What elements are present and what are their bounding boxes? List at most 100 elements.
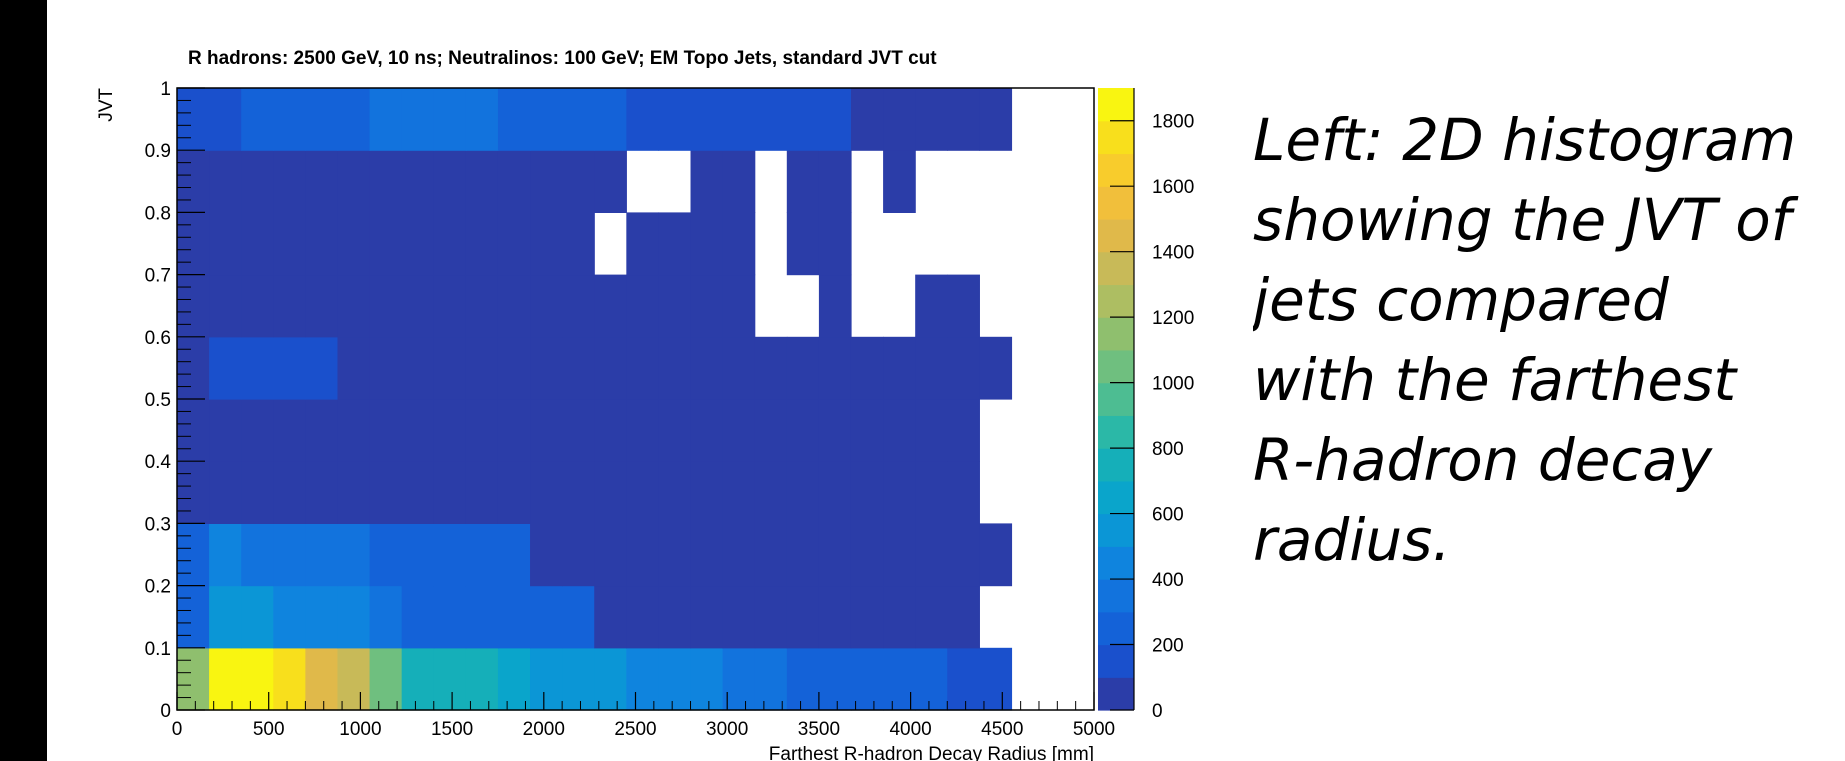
heatmap-cell — [337, 212, 371, 276]
colorbar-swatch — [1098, 349, 1134, 384]
colorbar-swatch — [1098, 218, 1134, 253]
heatmap-cell — [369, 585, 403, 649]
heatmap-cell — [915, 399, 948, 462]
heatmap-cell — [305, 88, 339, 151]
heatmap-cell — [818, 274, 852, 338]
y-tick-label: 1 — [160, 79, 171, 100]
heatmap-cell — [883, 336, 916, 400]
heatmap-cell — [883, 150, 916, 213]
heatmap-cell — [530, 647, 563, 711]
heatmap-cell — [722, 212, 756, 276]
heatmap-cell — [273, 647, 306, 711]
colorbar-swatch — [1098, 677, 1134, 711]
heatmap-cell — [177, 461, 210, 524]
heatmap-cell — [209, 523, 242, 587]
y-tick-label: 0.3 — [145, 514, 171, 535]
heatmap-cell — [530, 88, 563, 151]
heatmap-cell — [273, 274, 306, 338]
heatmap-cell — [915, 336, 948, 400]
heatmap-cell — [594, 585, 627, 649]
heatmap-cell — [562, 585, 595, 649]
heatmap-cell — [947, 399, 980, 462]
heatmap-cell — [658, 274, 692, 338]
heatmap-cell — [465, 585, 499, 649]
colorbar-swatch — [1098, 480, 1134, 515]
heatmap-cell — [273, 212, 306, 276]
heatmap-cell — [754, 88, 788, 151]
heatmap-cell — [465, 150, 499, 213]
heatmap-cell — [690, 212, 724, 276]
heatmap-cell — [754, 585, 788, 649]
heatmap-cell — [241, 523, 274, 587]
heatmap-cell — [337, 336, 371, 400]
heatmap-cell — [433, 88, 467, 151]
heatmap-cell — [754, 461, 788, 524]
heatmap-cell — [241, 88, 274, 151]
heatmap-cell — [337, 461, 371, 524]
heatmap-cell — [209, 585, 242, 649]
heatmap-cell — [433, 399, 467, 462]
colorbar-swatch — [1098, 120, 1134, 155]
heatmap-cell — [562, 88, 595, 151]
heatmap-cell — [626, 585, 660, 649]
x-tick-label: 3500 — [798, 719, 840, 740]
heatmap-cell — [786, 523, 820, 587]
heatmap-cell — [562, 150, 595, 213]
heatmap-cell — [626, 212, 660, 276]
heatmap-cell — [241, 336, 274, 400]
heatmap-cell — [273, 399, 306, 462]
heatmap-cell — [369, 88, 403, 151]
heatmap-cell — [530, 336, 563, 400]
heatmap-cell — [690, 274, 724, 338]
heatmap-cell — [722, 647, 756, 711]
x-tick-label: 2500 — [614, 719, 656, 740]
y-tick-label: 0.1 — [145, 639, 171, 660]
caption-line: R-hadron decay — [1253, 426, 1713, 494]
heatmap-cell — [979, 88, 1013, 151]
chart-title: R hadrons: 2500 GeV, 10 ns; Neutralinos:… — [188, 48, 937, 69]
heatmap-cell — [722, 336, 756, 400]
heatmap-cell — [241, 212, 274, 276]
colorbar-swatch — [1098, 153, 1134, 187]
heatmap-cell — [594, 461, 627, 524]
heatmap-cell — [465, 461, 499, 524]
heatmap-cell — [947, 88, 980, 151]
heatmap-cell — [915, 523, 948, 587]
heatmap-cell — [690, 461, 724, 524]
heatmap-cell — [658, 212, 692, 276]
heatmap-cell — [369, 336, 403, 400]
heatmap-cell — [626, 461, 660, 524]
heatmap-cell — [530, 523, 563, 587]
heatmap-cell — [915, 647, 948, 711]
heatmap-cell — [754, 523, 788, 587]
colorbar-swatch — [1098, 513, 1134, 547]
heatmap-cell — [690, 523, 724, 587]
heatmap-cell — [530, 274, 563, 338]
heatmap-cell — [979, 336, 1013, 400]
heatmap-cell — [883, 399, 916, 462]
heatmap-cell — [401, 585, 435, 649]
heatmap-cell — [209, 399, 242, 462]
heatmap-cell — [369, 461, 403, 524]
heatmap-cell — [497, 461, 531, 524]
heatmap-cell — [369, 150, 403, 213]
heatmap-cell — [850, 647, 884, 711]
heatmap-cell — [883, 88, 916, 151]
heatmap-cell — [850, 88, 884, 151]
heatmap-cell — [658, 523, 692, 587]
y-tick-label: 0 — [160, 701, 171, 722]
heatmap-cell — [818, 461, 852, 524]
heatmap-cell — [594, 274, 627, 338]
heatmap-cell — [530, 461, 563, 524]
heatmap-cell — [786, 212, 820, 276]
colorbar-swatch — [1098, 579, 1134, 613]
heatmap-cell — [177, 212, 210, 276]
heatmap-cell — [369, 523, 403, 587]
heatmap-cell — [883, 585, 916, 649]
heatmap-cell — [818, 336, 852, 400]
heatmap-cell — [850, 523, 884, 587]
x-tick-label: 1000 — [339, 719, 381, 740]
colorbar-swatch — [1098, 448, 1134, 482]
heatmap-cell — [818, 647, 852, 711]
x-tick-label: 3000 — [706, 719, 748, 740]
